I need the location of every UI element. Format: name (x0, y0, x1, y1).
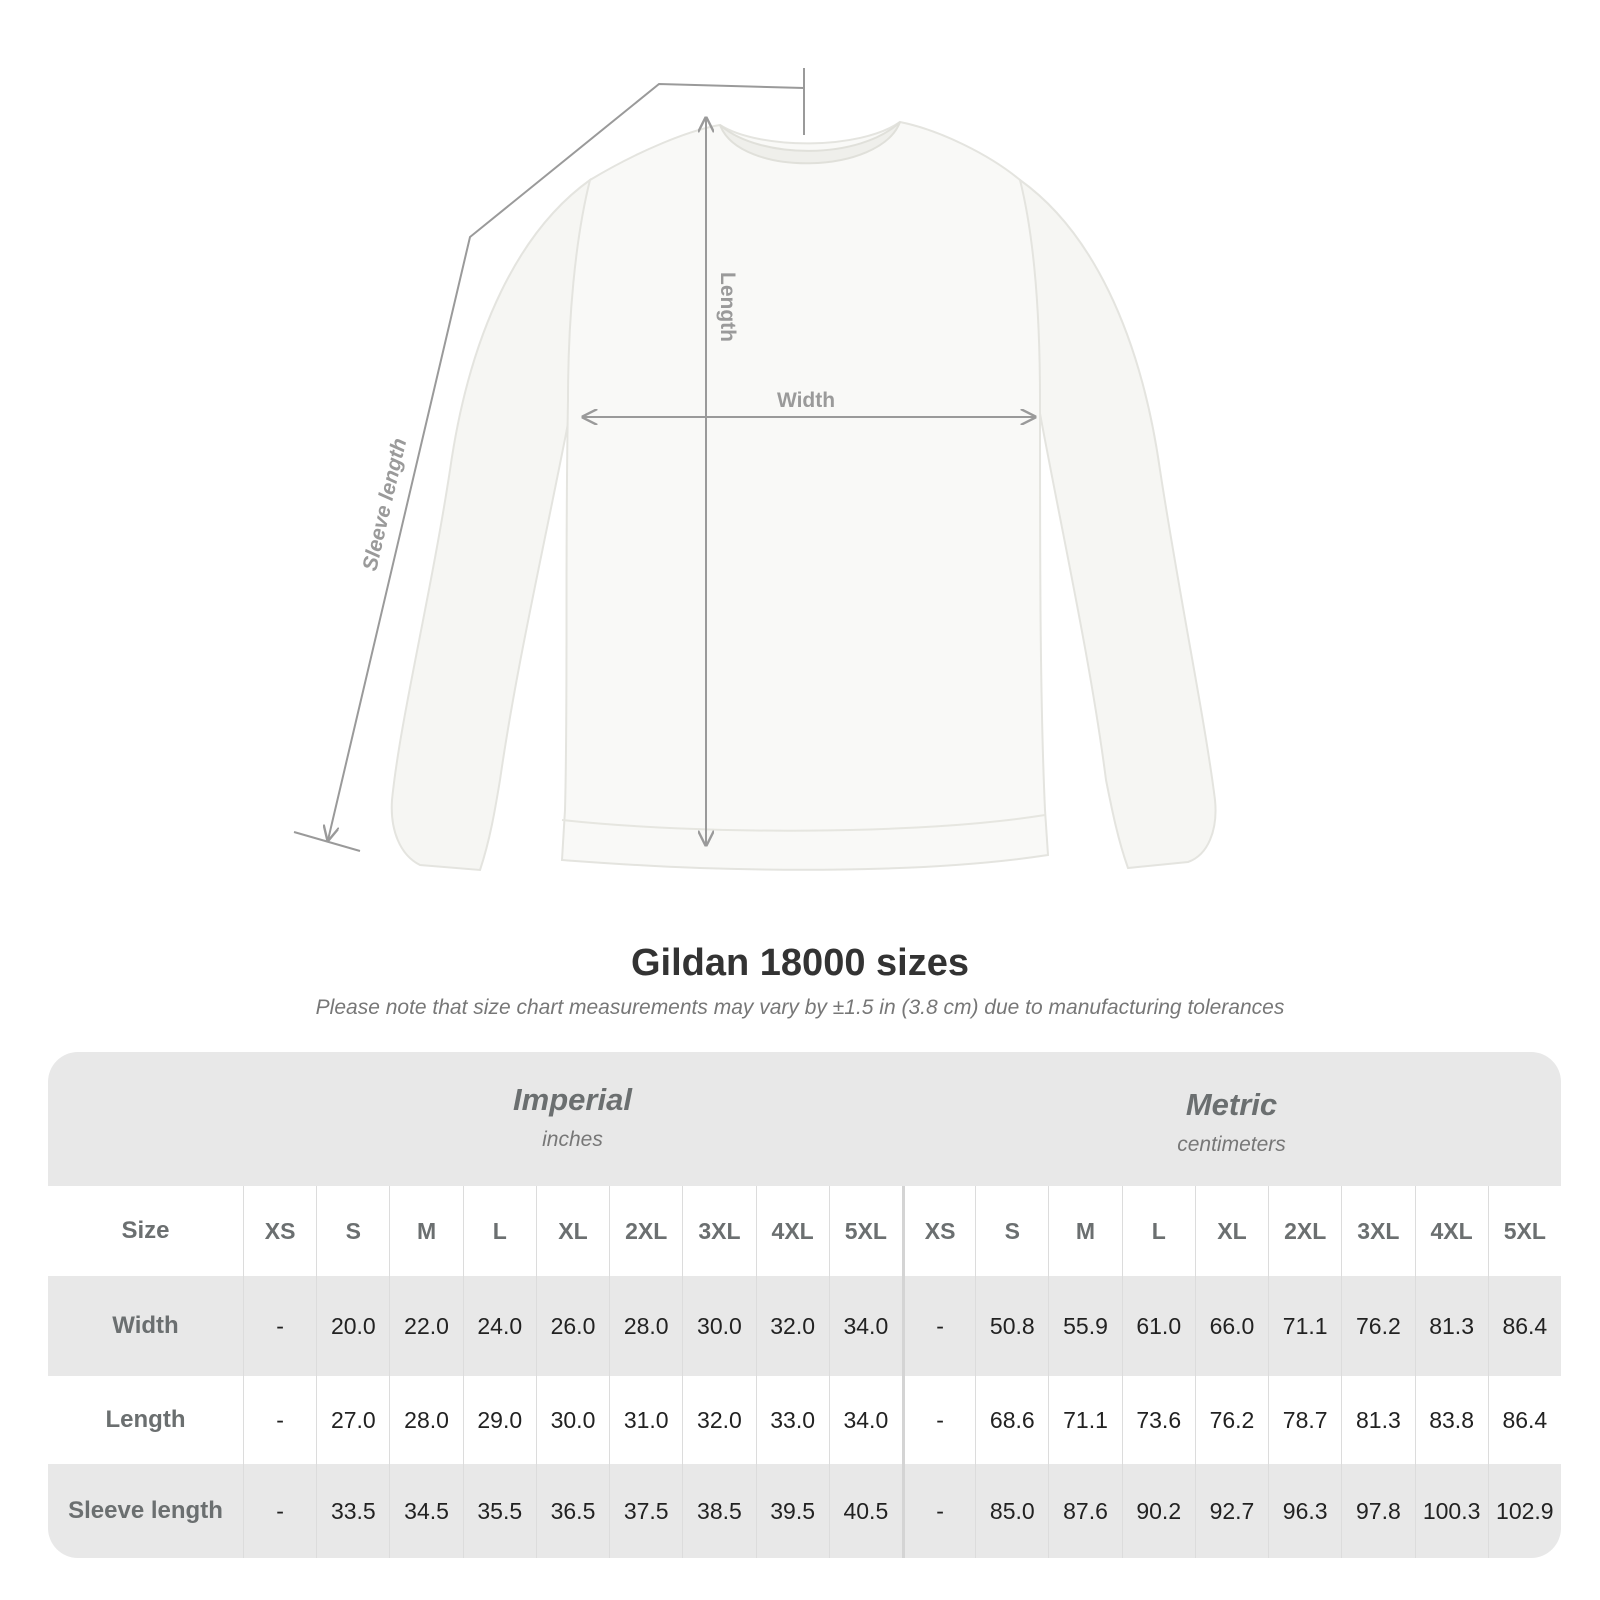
size-column-header: Size (121, 1217, 170, 1244)
size-header-metric-m: M (1048, 1186, 1121, 1276)
value-cell: 68.6 (975, 1376, 1048, 1464)
table-row: Width -20.0 22.0 24.0 26.0 28.0 30.0 32.0 34.0-5… (48, 1276, 1561, 1376)
row-label: Width (112, 1312, 179, 1339)
sweatshirt (390, 120, 1217, 872)
value-cell: 28.0 (609, 1276, 682, 1376)
value-cell: 61.0 (1121, 1276, 1195, 1376)
metric-title: Metric (1185, 1087, 1278, 1122)
units-band (48, 1052, 1561, 1186)
value-cell: - (901, 1376, 975, 1464)
imperial-unit: inches (542, 1128, 603, 1151)
value-cell: 76.2 (1341, 1276, 1414, 1376)
width-label: Width (777, 389, 835, 412)
value-cell: 38.5 (682, 1464, 755, 1558)
value-cell: 40.5 (828, 1464, 902, 1558)
value-cell: 81.3 (1414, 1276, 1488, 1376)
value-cell: 30.0 (682, 1276, 755, 1376)
value-cell: 71.1 (1268, 1276, 1341, 1376)
length-label: Length (716, 272, 739, 342)
row-label: Sleeve length (68, 1497, 223, 1524)
value-cell: 34.0 (828, 1276, 902, 1376)
value-cell: 92.7 (1194, 1464, 1268, 1558)
size-header-imperial-xs: XS (243, 1186, 316, 1276)
value-cell: 24.0 (462, 1276, 536, 1376)
metric-header: Metric centimeters (902, 1087, 1561, 1157)
value-cell: 90.2 (1121, 1464, 1195, 1558)
size-header-row: Size XS S M L XL 2XL 3XL 4XL 5XL XS S M L XL 2XL 3XL 4XL 5… (48, 1186, 1561, 1276)
value-cell: 66.0 (1194, 1276, 1268, 1376)
size-header-metric-5xl: 5XL (1487, 1186, 1561, 1276)
sleeve-length-label: Sleeve length (358, 436, 411, 573)
value-cell: 85.0 (975, 1464, 1048, 1558)
value-cell: 32.0 (755, 1276, 829, 1376)
table-row: Sleeve length -33.5 34.5 35.5 36.5 37.5 38.5 39… (48, 1464, 1561, 1558)
value-cell: 73.6 (1121, 1376, 1195, 1464)
size-header-imperial-xl: XL (535, 1186, 609, 1276)
value-cell: 37.5 (609, 1464, 682, 1558)
size-header-imperial-m: M (389, 1186, 462, 1276)
value-cell: 32.0 (682, 1376, 755, 1464)
value-cell: 34.0 (828, 1376, 902, 1464)
value-cell: 34.5 (389, 1464, 462, 1558)
value-cell: - (901, 1464, 975, 1558)
width-dimension: Width (583, 389, 1035, 417)
row-label: Length (105, 1406, 186, 1433)
size-header-metric-4xl: 4XL (1414, 1186, 1488, 1276)
size-header-metric-l: L (1121, 1186, 1195, 1276)
value-cell: 50.8 (975, 1276, 1048, 1376)
tolerance-note: Please note that size chart measurements… (315, 996, 1285, 1019)
value-cell: 87.6 (1048, 1464, 1121, 1558)
value-cell: 22.0 (389, 1276, 462, 1376)
value-cell: - (243, 1376, 316, 1464)
metric-unit: centimeters (1177, 1133, 1286, 1156)
page-title: Gildan 18000 sizes (631, 942, 969, 984)
value-cell: 76.2 (1194, 1376, 1268, 1464)
value-cell: 81.3 (1341, 1376, 1414, 1464)
length-dimension: Length (706, 118, 739, 845)
value-cell: - (243, 1464, 316, 1558)
value-cell: 29.0 (462, 1376, 536, 1464)
value-cell: 35.5 (462, 1464, 536, 1558)
value-cell: 30.0 (535, 1376, 609, 1464)
size-header-metric-3xl: 3XL (1341, 1186, 1414, 1276)
value-cell: 20.0 (316, 1276, 389, 1376)
value-cell: 71.1 (1048, 1376, 1121, 1464)
value-cell: 31.0 (609, 1376, 682, 1464)
value-cell: 78.7 (1268, 1376, 1341, 1464)
value-cell: 96.3 (1268, 1464, 1341, 1558)
value-cell: 26.0 (535, 1276, 609, 1376)
table-row: Length -27.0 28.0 29.0 30.0 31.0 32.0 33.0 34.0-… (48, 1376, 1561, 1464)
value-cell: 39.5 (755, 1464, 829, 1558)
value-cell: 36.5 (535, 1464, 609, 1558)
size-header-metric-xl: XL (1194, 1186, 1268, 1276)
imperial-header: Imperial inches (243, 1082, 902, 1152)
value-cell: 28.0 (389, 1376, 462, 1464)
size-table: Imperial inches Metric centimeters Size X… (48, 1052, 1561, 1558)
size-header-metric-2xl: 2XL (1268, 1186, 1341, 1276)
value-cell: 33.0 (755, 1376, 829, 1464)
size-header-imperial-s: S (316, 1186, 389, 1276)
value-cell: 27.0 (316, 1376, 389, 1464)
value-cell: - (901, 1276, 975, 1376)
value-cell: 83.8 (1414, 1376, 1488, 1464)
value-cell: 86.4 (1487, 1376, 1561, 1464)
size-header-metric-s: S (975, 1186, 1048, 1276)
size-header-imperial-5xl: 5XL (828, 1186, 902, 1276)
value-cell: 100.3 (1414, 1464, 1488, 1558)
value-cell: 102.9 (1487, 1464, 1561, 1558)
size-header-imperial-l: L (462, 1186, 536, 1276)
value-cell: 33.5 (316, 1464, 389, 1558)
size-header-imperial-3xl: 3XL (682, 1186, 755, 1276)
size-header-imperial-4xl: 4XL (755, 1186, 829, 1276)
size-header-imperial-2xl: 2XL (609, 1186, 682, 1276)
value-cell: 86.4 (1487, 1276, 1561, 1376)
value-cell: 55.9 (1048, 1276, 1121, 1376)
sweatshirt-illustration: Length Width Sleeve length (293, 68, 1217, 872)
value-cell: - (243, 1276, 316, 1376)
size-header-metric-xs: XS (901, 1186, 975, 1276)
imperial-title: Imperial (513, 1082, 632, 1117)
value-cell: 97.8 (1341, 1464, 1414, 1558)
